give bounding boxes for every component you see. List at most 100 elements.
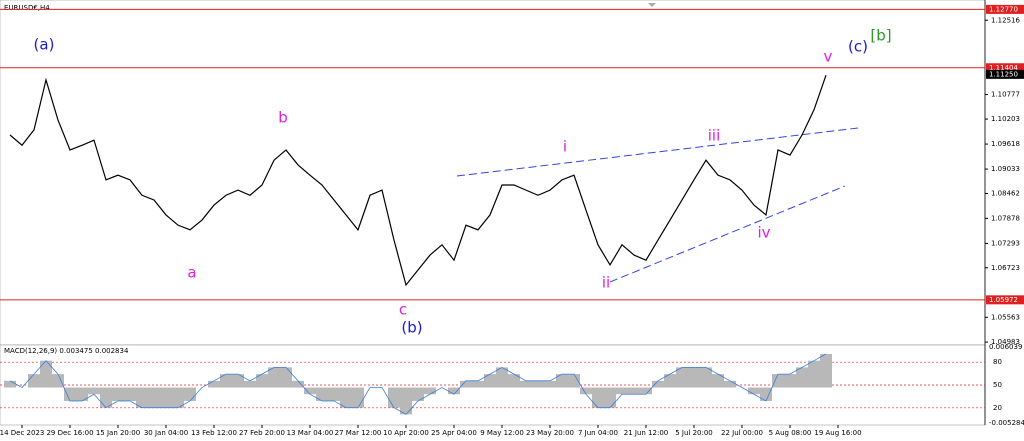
y-tick-label: 1.05563: [991, 313, 1020, 321]
macd-bar: [760, 387, 772, 401]
macd-bar: [592, 387, 604, 408]
x-tick-label: 13 Mar 04:00: [287, 429, 334, 437]
macd-bar: [784, 374, 796, 388]
macd-bar: [64, 387, 76, 401]
macd-bar: [268, 367, 280, 388]
y-tick-label: 1.09618: [991, 140, 1020, 148]
x-tick-label: 21 Jun 12:00: [624, 429, 668, 437]
x-tick-label: 9 May 12:00: [480, 429, 524, 437]
macd-bar: [664, 374, 676, 388]
macd-bar: [160, 387, 172, 408]
macd-bar: [316, 387, 328, 401]
trend-line: [609, 185, 846, 283]
wave-label: iv: [757, 224, 770, 242]
wave-label: (c): [848, 38, 868, 56]
x-tick-label: 30 Jan 04:00: [144, 429, 188, 437]
macd-bar: [676, 367, 688, 388]
macd-bar: [796, 367, 808, 388]
macd-bar: [724, 380, 736, 388]
x-tick-label: 14 Dec 2023: [0, 429, 44, 437]
macd-bar: [28, 374, 40, 388]
x-tick-label: 10 Apr 20:00: [383, 429, 429, 437]
macd-bar: [208, 380, 220, 388]
current-price-box: [986, 69, 1024, 79]
macd-bar: [688, 367, 700, 388]
x-tick-label: 27 Feb 20:00: [239, 429, 285, 437]
x-tick-label: 5 Aug 08:00: [769, 429, 812, 437]
macd-bar: [148, 387, 160, 408]
shift-marker: [648, 3, 656, 7]
y-tick-label: 1.10777: [991, 91, 1020, 99]
x-tick-label: 23 May 20:00: [526, 429, 574, 437]
macd-bar: [40, 360, 52, 388]
wave-label: (b): [401, 319, 422, 337]
macd-bar: [100, 387, 112, 408]
macd-bar: [280, 367, 292, 388]
x-tick-label: 7 Jun 04:00: [578, 429, 618, 437]
macd-bar: [256, 374, 268, 388]
macd-bar: [604, 387, 616, 408]
macd-bar: [460, 380, 472, 388]
macd-bar: [652, 380, 664, 388]
macd-bar: [700, 367, 712, 388]
y-tick-label: 1.06723: [991, 264, 1020, 272]
macd-bar: [532, 380, 544, 388]
macd-bar: [748, 387, 760, 395]
macd-bar: [304, 387, 316, 395]
wave-label: iii: [708, 127, 721, 145]
x-tick-label: 5 Jul 20:00: [675, 429, 713, 437]
macd-bar: [88, 387, 100, 395]
x-tick-label: 15 Jan 20:00: [96, 429, 140, 437]
price-panel: [0, 0, 986, 346]
y-tick-label: 1.07878: [991, 214, 1020, 222]
macd-bar: [388, 387, 400, 408]
macd-bar: [112, 387, 124, 401]
wave-label: a: [187, 264, 196, 282]
y-tick-label: 1.12516: [991, 16, 1020, 24]
x-tick-label: 29 Dec 16:00: [46, 429, 93, 437]
wave-label: i: [563, 138, 567, 156]
macd-bar: [172, 387, 184, 408]
price-level-label: 1.05972: [989, 296, 1018, 304]
macd-bar: [4, 380, 16, 388]
price-line: [9, 74, 827, 287]
price-level-box: [986, 63, 1024, 73]
macd-bar: [772, 374, 784, 388]
macd-bar: [556, 374, 568, 388]
macd-axis-label: -0.005284: [989, 419, 1024, 427]
macd-bar: [712, 374, 724, 388]
y-tick-label: 1.04983: [991, 338, 1020, 346]
trend-line: [456, 127, 859, 177]
macd-axis-label: 0.006039: [989, 343, 1022, 351]
macd-bar: [292, 380, 304, 388]
y-tick-label: 1.08462: [991, 189, 1020, 197]
y-tick-label: 1.07293: [991, 239, 1020, 247]
wave-label: c: [399, 301, 407, 319]
macd-bar: [640, 387, 652, 395]
level-label: 80: [993, 358, 1002, 366]
macd-bar: [568, 374, 580, 388]
x-tick-label: 13 Feb 12:00: [191, 429, 237, 437]
macd-bar: [400, 387, 412, 415]
price-level-label: 1.11404: [989, 64, 1018, 72]
macd-bar: [580, 387, 592, 395]
macd-bar: [124, 387, 136, 401]
macd-bar: [76, 387, 88, 401]
x-tick-label: 22 Jul 00:00: [721, 429, 763, 437]
macd-bar: [244, 380, 256, 388]
macd-bar: [484, 374, 496, 388]
y-tick-label: 1.09033: [991, 165, 1020, 173]
macd-bar: [184, 387, 196, 401]
macd-bar: [448, 387, 460, 395]
chart-title: EURUSD€,H4: [4, 4, 50, 12]
macd-bar: [328, 387, 340, 401]
wave-label: (a): [34, 36, 55, 54]
macd-bar: [220, 374, 232, 388]
macd-bar: [616, 387, 628, 395]
macd-bar: [472, 380, 484, 388]
macd-bar: [496, 367, 508, 388]
x-tick-label: 19 Aug 16:00: [814, 429, 861, 437]
macd-title: MACD(12,26,9) 0.003475 0.002834: [4, 347, 129, 355]
macd-bar: [352, 387, 364, 408]
macd-bar: [544, 380, 556, 388]
